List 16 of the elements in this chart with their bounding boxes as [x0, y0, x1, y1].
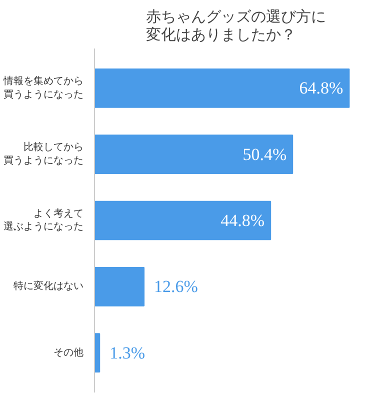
data-label: 1.3% — [110, 343, 146, 362]
data-label: 50.4% — [242, 144, 287, 164]
data-label: 12.6% — [154, 277, 198, 296]
y-tick-label: 比較してから買うようになった — [4, 141, 84, 166]
bar — [94, 68, 350, 108]
data-label: 64.8% — [299, 78, 344, 98]
bar — [94, 200, 272, 240]
chart-title: 赤ちゃんグッズの選び方に変化はありましたか？ — [146, 8, 326, 44]
y-tick-label: その他 — [54, 346, 84, 358]
y-tick-label: 情報を集めてから買うようになった — [2, 75, 84, 100]
data-label: 44.8% — [220, 211, 265, 230]
y-tick-label: よく考えて選ぶようになった — [4, 207, 84, 233]
bar — [94, 333, 100, 372]
bar — [94, 266, 145, 306]
y-tick-label: 特に変化はない — [14, 280, 84, 292]
bar — [94, 134, 294, 174]
